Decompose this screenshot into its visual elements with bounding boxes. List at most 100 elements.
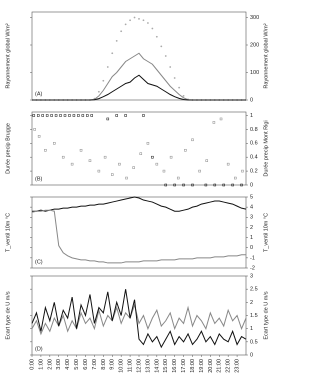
y-tick-label: 0 bbox=[250, 245, 253, 251]
y2-axis-label: T_ventil 10m °C bbox=[263, 213, 269, 252]
y-tick-label: 0.2 bbox=[250, 169, 258, 175]
y2-axis-label: Rayonnement global W/m² bbox=[263, 23, 269, 88]
data-point bbox=[81, 114, 85, 117]
y-tick-label: 2 bbox=[250, 300, 253, 306]
data-line bbox=[31, 289, 247, 349]
y-tick-label: -1 bbox=[250, 255, 255, 261]
x-tick-label: 3:00 bbox=[56, 359, 62, 370]
data-dot bbox=[160, 45, 163, 48]
data-dot bbox=[120, 30, 123, 33]
data-point bbox=[97, 169, 101, 173]
data-point bbox=[231, 183, 234, 187]
x-tick-label: 9:00 bbox=[110, 359, 116, 370]
panel-label: (B) bbox=[35, 176, 43, 182]
y-tick-label: 1.5 bbox=[250, 313, 258, 319]
y-tick-label: 1 bbox=[250, 235, 253, 241]
data-point bbox=[72, 114, 76, 117]
data-point bbox=[33, 128, 36, 131]
data-dot bbox=[106, 66, 109, 68]
data-point bbox=[198, 169, 201, 173]
figure: Rayonnement global W/m² Rayonnement globa… bbox=[5, 11, 269, 373]
data-point bbox=[111, 173, 114, 176]
data-point bbox=[132, 166, 135, 169]
data-point bbox=[226, 162, 230, 166]
y-tick-label: 4 bbox=[250, 205, 253, 211]
data-dot bbox=[115, 39, 118, 42]
data-point bbox=[142, 114, 145, 117]
data-point bbox=[63, 114, 67, 117]
data-dot bbox=[133, 16, 136, 19]
panel-frame bbox=[31, 111, 247, 186]
x-tick-label: 17:00 bbox=[181, 359, 187, 373]
panel-label: (A) bbox=[35, 91, 43, 97]
x-tick-label: 6:00 bbox=[83, 359, 89, 370]
x-tick-label: 12:00 bbox=[136, 359, 142, 373]
data-point bbox=[53, 142, 56, 145]
y-tick-label: 5 bbox=[250, 194, 253, 200]
x-tick-label: 11:00 bbox=[128, 359, 134, 372]
data-point bbox=[50, 114, 53, 117]
data-point bbox=[32, 114, 36, 117]
data-point bbox=[41, 114, 44, 117]
data-point bbox=[151, 155, 154, 159]
data-point bbox=[125, 176, 128, 180]
x-tick-label: 18:00 bbox=[190, 359, 196, 373]
data-point bbox=[54, 114, 58, 117]
y-tick-label: 0.4 bbox=[250, 155, 258, 161]
data-point bbox=[124, 114, 127, 117]
data-point bbox=[234, 176, 237, 180]
data-point bbox=[155, 162, 159, 166]
data-point bbox=[61, 155, 65, 159]
data-dot bbox=[147, 22, 149, 24]
data-point bbox=[118, 162, 121, 166]
data-point bbox=[37, 135, 41, 138]
data-point bbox=[86, 114, 89, 117]
x-tick-label: 1:00 bbox=[38, 359, 44, 370]
data-dot bbox=[178, 86, 181, 89]
data-point bbox=[213, 183, 217, 187]
data-point bbox=[169, 155, 173, 159]
y-tick-label: 0 bbox=[250, 182, 253, 188]
data-line bbox=[32, 74, 246, 101]
data-point bbox=[36, 114, 40, 117]
y-axis-label: Rayonnement global W/m² bbox=[5, 23, 11, 88]
data-dot bbox=[173, 77, 176, 79]
x-tick-label: 2:00 bbox=[47, 359, 53, 370]
data-dot bbox=[169, 66, 172, 68]
data-dot bbox=[164, 55, 167, 57]
data-dot bbox=[111, 52, 114, 55]
y-tick-label: 0.6 bbox=[250, 141, 258, 147]
data-point bbox=[240, 183, 243, 187]
y-tick-label: 3 bbox=[250, 273, 253, 279]
data-point bbox=[146, 142, 150, 145]
data-line bbox=[31, 209, 246, 264]
data-dot bbox=[138, 17, 140, 20]
data-point bbox=[204, 183, 208, 187]
y-tick-label: 0.8 bbox=[250, 127, 258, 133]
data-point bbox=[68, 114, 71, 117]
data-point bbox=[59, 114, 62, 117]
data-point bbox=[176, 176, 180, 180]
x-tick-label: 22:00 bbox=[226, 359, 232, 373]
y-tick-label: 100 bbox=[250, 70, 259, 76]
y-tick-label: 1 bbox=[250, 326, 253, 332]
data-dot bbox=[97, 90, 100, 93]
panel-frame bbox=[31, 196, 247, 269]
y-tick-label: 0 bbox=[250, 352, 253, 358]
panel-label: (C) bbox=[35, 259, 43, 265]
data-dot bbox=[102, 79, 105, 82]
y-tick-label: 200 bbox=[250, 42, 259, 48]
y-tick-label: 300 bbox=[250, 15, 259, 21]
data-point bbox=[219, 117, 223, 121]
x-tick-label: 23:00 bbox=[235, 359, 241, 373]
y-tick-label: 2.5 bbox=[250, 287, 258, 293]
data-point bbox=[45, 114, 49, 117]
x-tick-label: 4:00 bbox=[65, 359, 71, 370]
x-tick-label: 10:00 bbox=[119, 359, 125, 373]
y-axis-label: T_ventil 10m °C bbox=[5, 213, 11, 252]
data-point bbox=[191, 183, 194, 187]
y-tick-label: 2 bbox=[250, 225, 253, 231]
x-tick-label: 0:00 bbox=[29, 359, 35, 370]
data-point bbox=[44, 148, 47, 152]
y2-axis-label: Ecart type de U m/s bbox=[263, 291, 269, 340]
